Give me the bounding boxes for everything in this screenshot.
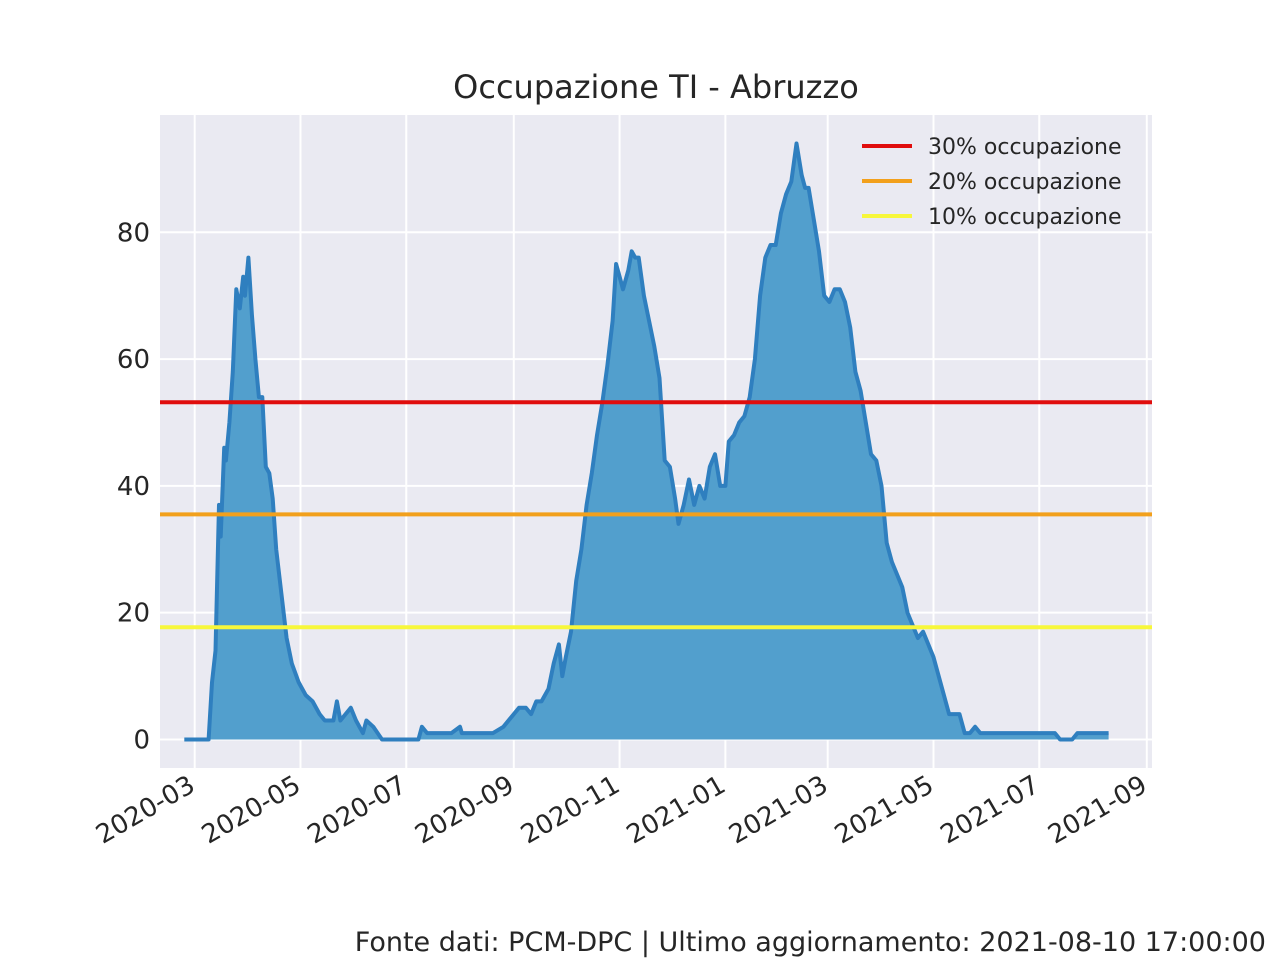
y-tick-label: 20: [117, 599, 150, 629]
legend: 30% occupazione 20% occupazione 10% occupa…: [862, 135, 1122, 230]
series-area: [184, 143, 1109, 740]
x-tick-label: 2021-01: [622, 770, 731, 850]
y-tick-label: 80: [117, 218, 150, 248]
x-tick-label: 2021-03: [724, 770, 833, 850]
x-tick-label: 2020-05: [197, 770, 306, 850]
x-tick-label: 2020-09: [410, 770, 519, 850]
y-tick-label: 60: [117, 345, 150, 375]
legend-label: 30% occupazione: [928, 135, 1122, 160]
x-tick-label: 2020-11: [516, 770, 625, 850]
legend-label: 10% occupazione: [928, 205, 1122, 230]
legend-label: 20% occupazione: [928, 170, 1122, 195]
series-line: [184, 141, 1109, 742]
chart-title: Occupazione TI - Abruzzo: [453, 68, 859, 106]
x-tick-label: 2020-07: [303, 770, 412, 850]
reference-lines: [160, 400, 1152, 630]
y-tick-label: 0: [133, 725, 150, 755]
x-tick-label: 2021-09: [1043, 770, 1152, 850]
data-layer: [184, 141, 1109, 742]
x-tick-label: 2021-05: [830, 770, 939, 850]
y-tick-label: 40: [117, 472, 150, 502]
x-tick-label: 2020-03: [91, 770, 200, 850]
footer-source: Fonte dati: PCM-DPC | Ultimo aggiornamen…: [355, 927, 1266, 958]
x-tick-label: 2021-07: [936, 770, 1045, 850]
